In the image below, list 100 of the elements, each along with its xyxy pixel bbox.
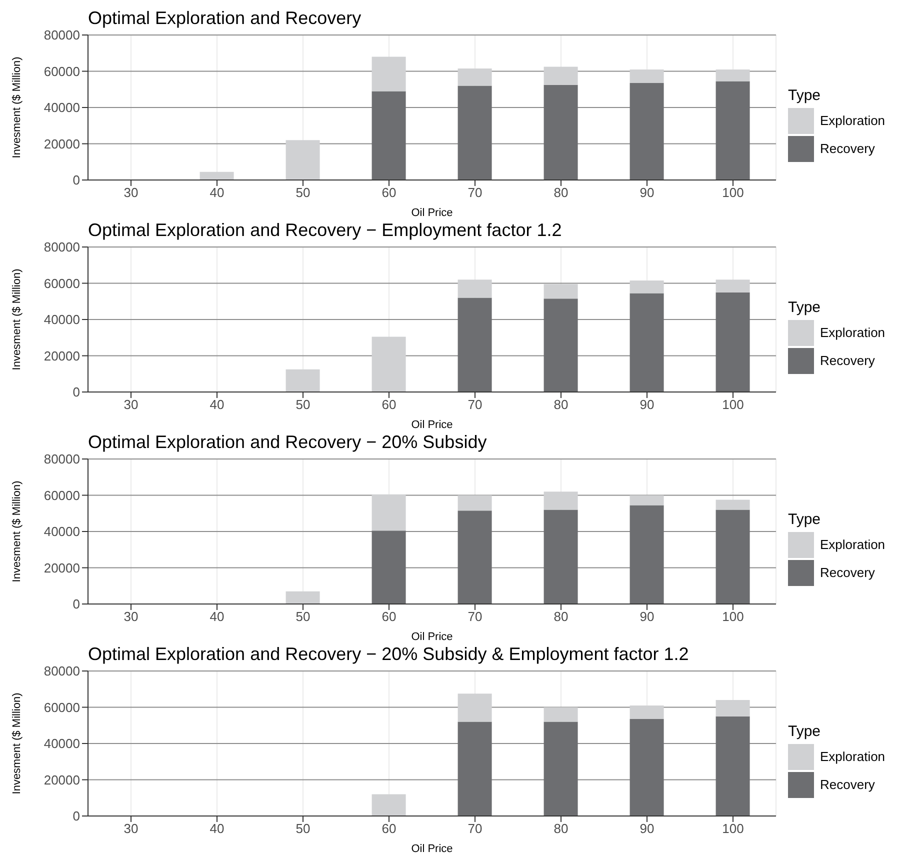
x-tick-label: 30 [124,821,138,836]
bar [544,707,578,722]
bar [372,794,406,816]
x-tick-label: 50 [296,185,310,200]
bar [630,293,664,392]
y-tick-label: 40000 [44,312,80,328]
x-tick-label: 40 [210,821,224,836]
bar [372,56,406,92]
y-axis-title: Invesment ($ Million) [10,692,23,794]
x-tick-label: 70 [468,185,482,200]
bar [458,694,492,722]
bar [630,719,664,816]
y-axis-title: Invesment ($ Million) [10,268,23,370]
bar [544,84,578,180]
y-tick-label: 60000 [44,488,80,503]
y-tick-label: 0 [72,172,80,188]
chart-title: Optimal Exploration and Recovery [88,8,362,29]
bar [458,298,492,392]
legend-label: Exploration [820,537,886,552]
x-tick-label: 90 [640,185,654,200]
bar [458,510,492,604]
x-axis-title: Oil Price [411,419,453,431]
x-tick-label: 80 [554,821,568,836]
x-tick-label: 50 [296,609,310,624]
x-tick-label: 80 [554,185,568,200]
x-tick-label: 40 [210,609,224,624]
y-tick-label: 40000 [44,524,80,540]
bar [716,81,750,180]
legend-title: Type [788,510,822,528]
x-axis-title: Oil Price [411,207,453,219]
x-tick-label: 40 [210,397,224,412]
y-tick-label: 80000 [44,240,80,255]
chart-title: Optimal Exploration and Recovery − 20% Subsidy [88,432,487,453]
x-tick-label: 70 [468,821,482,836]
bar [630,69,664,84]
legend-label: Exploration [820,113,886,128]
x-tick-label: 50 [296,397,310,412]
x-tick-label: 100 [722,821,744,836]
y-tick-label: 20000 [44,136,80,152]
y-axis-title: Invesment ($ Million) [10,56,23,158]
x-tick-label: 90 [640,821,654,836]
bar [458,68,492,86]
legend-label: Exploration [820,325,886,340]
bar [630,495,664,506]
chart-title: Optimal Exploration and Recovery − 20% Subsidy & Employment factor 1.2 [88,644,689,665]
y-tick-label: 0 [72,808,80,824]
bar [716,292,750,392]
x-tick-label: 60 [382,821,396,836]
bar [458,86,492,180]
y-tick-label: 80000 [44,28,80,43]
x-tick-label: 70 [468,397,482,412]
bar [372,530,406,604]
bar [372,91,406,180]
x-tick-label: 60 [382,185,396,200]
x-tick-label: 30 [124,609,138,624]
bar [200,172,234,180]
bar [716,280,750,292]
y-tick-label: 0 [72,384,80,400]
x-tick-label: 30 [124,185,138,200]
y-tick-label: 20000 [44,560,80,576]
bar [458,495,492,511]
y-tick-label: 60000 [44,276,80,291]
legend-title: Type [788,298,822,316]
bar [372,494,406,531]
legend-label: Recovery [820,777,875,792]
bar [372,336,406,392]
bar [630,280,664,294]
x-axis-title: Oil Price [411,631,453,643]
legend-label: Recovery [820,565,875,580]
bar [286,591,320,604]
legend-label: Recovery [820,353,875,368]
y-tick-label: 60000 [44,64,80,79]
bar [544,66,578,85]
y-tick-label: 40000 [44,100,80,116]
bar [544,284,578,299]
bar [630,83,664,180]
bar [630,705,664,720]
x-tick-label: 60 [382,397,396,412]
x-tick-label: 100 [722,609,744,624]
y-tick-label: 80000 [44,452,80,467]
legend-label: Recovery [820,141,875,156]
x-tick-label: 70 [468,609,482,624]
y-tick-label: 40000 [44,736,80,752]
x-tick-label: 100 [722,185,744,200]
y-tick-label: 20000 [44,772,80,788]
x-tick-label: 100 [722,397,744,412]
x-tick-label: 80 [554,609,568,624]
bar [544,298,578,392]
x-tick-label: 40 [210,185,224,200]
x-axis-title: Oil Price [411,843,453,855]
legend-title: Type [788,722,822,740]
legend-title: Type [788,86,822,104]
y-axis-title: Invesment ($ Million) [10,480,23,582]
bar [716,69,750,82]
chart-title: Optimal Exploration and Recovery − Employment factor 1.2 [88,220,562,241]
x-tick-label: 90 [640,397,654,412]
bar [716,510,750,604]
bar [544,510,578,604]
x-tick-label: 80 [554,397,568,412]
x-tick-label: 50 [296,821,310,836]
